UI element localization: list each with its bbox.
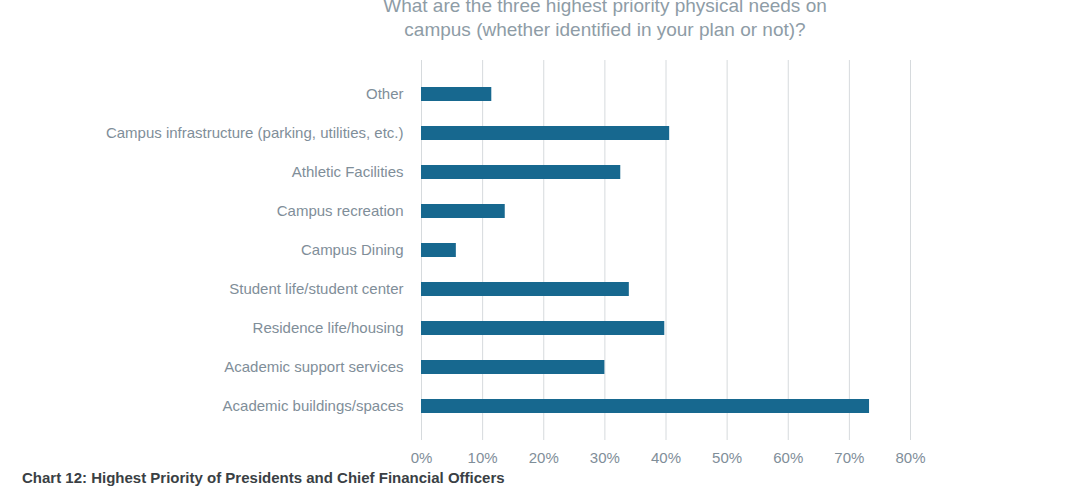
svg-text:Academic buildings/spaces: Academic buildings/spaces (223, 397, 404, 414)
svg-text:Student life/student center: Student life/student center (229, 280, 403, 297)
svg-text:Academic support services: Academic support services (224, 358, 403, 375)
svg-text:Campus infrastructure (parking: Campus infrastructure (parking, utilitie… (106, 124, 404, 141)
svg-text:60%: 60% (773, 449, 803, 466)
html-text:Chart 12: Highest Priority of: Chart 12: Highest Priority of Presidents… (22, 469, 505, 486)
svg-text:40%: 40% (651, 449, 681, 466)
svg-text:70%: 70% (834, 449, 864, 466)
svg-text:50%: 50% (712, 449, 742, 466)
svg-text:80%: 80% (895, 449, 925, 466)
svg-text:Campus Dining: Campus Dining (301, 241, 404, 258)
svg-text:10%: 10% (468, 449, 498, 466)
svg-text:Residence life/housing: Residence life/housing (253, 319, 404, 336)
svg-text:20%: 20% (529, 449, 559, 466)
svg-text:30%: 30% (590, 449, 620, 466)
svg-text:Other: Other (366, 85, 404, 102)
svg-text:Athletic Facilities: Athletic Facilities (292, 163, 404, 180)
svg-text:0%: 0% (411, 449, 433, 466)
svg-text:Campus recreation: Campus recreation (277, 202, 404, 219)
